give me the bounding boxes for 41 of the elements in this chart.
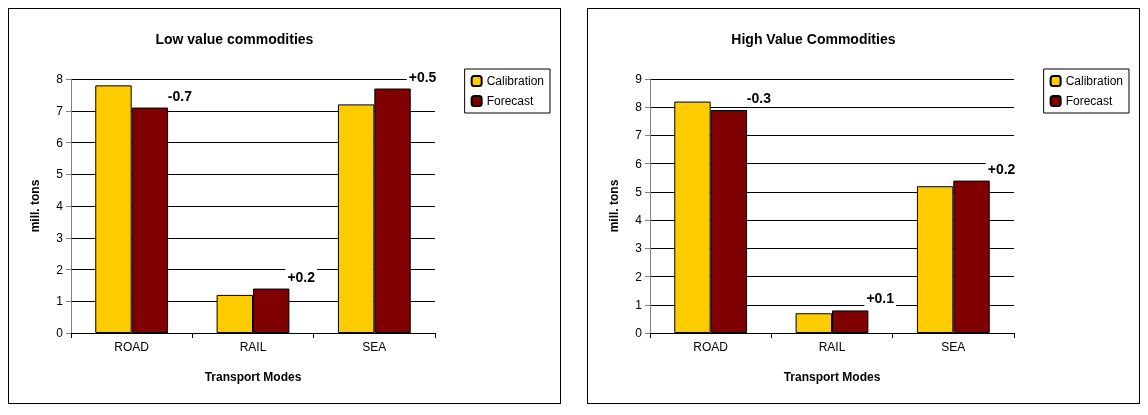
y-tick-label: 7 [56, 103, 64, 118]
x-tick-label: ROAD [693, 340, 729, 354]
legend-label: Calibration [486, 74, 545, 88]
y-tick-label: 1 [56, 294, 64, 309]
y-axis-title: mill. tons [607, 179, 621, 233]
y-tick-label: 5 [56, 167, 64, 182]
y-tick-label: 6 [635, 156, 643, 171]
y-tick-label: 8 [56, 72, 64, 86]
y-tick-label: 1 [635, 297, 643, 312]
x-tick-label: RAIL [818, 340, 846, 354]
y-tick-label: 2 [56, 262, 64, 277]
annotation: -0.7 [167, 87, 193, 104]
annotation: -0.3 [746, 90, 772, 107]
y-tick-label: 0 [635, 326, 643, 340]
y-axis-title: mill. tons [28, 179, 42, 233]
x-tick-label: RAIL [239, 340, 267, 354]
y-tick-label: 3 [635, 241, 643, 256]
y-tick-label: 7 [635, 128, 643, 143]
y-tick-label: 8 [635, 100, 643, 115]
chart-title: Low value commodities [155, 31, 314, 47]
y-tick-label: 5 [635, 184, 643, 199]
y-tick-label: 0 [56, 326, 64, 340]
x-tick-label: SEA [362, 340, 387, 354]
legend-label: Forecast [486, 94, 534, 108]
x-tick-label: ROAD [114, 340, 150, 354]
x-tick-label: SEA [941, 340, 966, 354]
chart-title: High Value Commodities [731, 31, 896, 47]
legend-label: Forecast [1065, 94, 1113, 108]
y-tick-label: 2 [635, 269, 643, 284]
y-tick-label: 4 [56, 199, 64, 213]
y-tick-label: 6 [56, 135, 64, 150]
annotation: +0.2 [287, 268, 316, 285]
annotation: +0.2 [987, 160, 1016, 177]
y-tick-label: 3 [56, 230, 64, 245]
annotation: +0.5 [408, 68, 437, 85]
legend-label: Calibration [1065, 74, 1124, 88]
x-axis-title: Transport Modes [204, 370, 302, 384]
annotation: +0.1 [866, 290, 895, 307]
x-axis-title: Transport Modes [783, 370, 881, 384]
y-tick-label: 9 [635, 72, 643, 86]
y-tick-label: 4 [635, 213, 643, 228]
